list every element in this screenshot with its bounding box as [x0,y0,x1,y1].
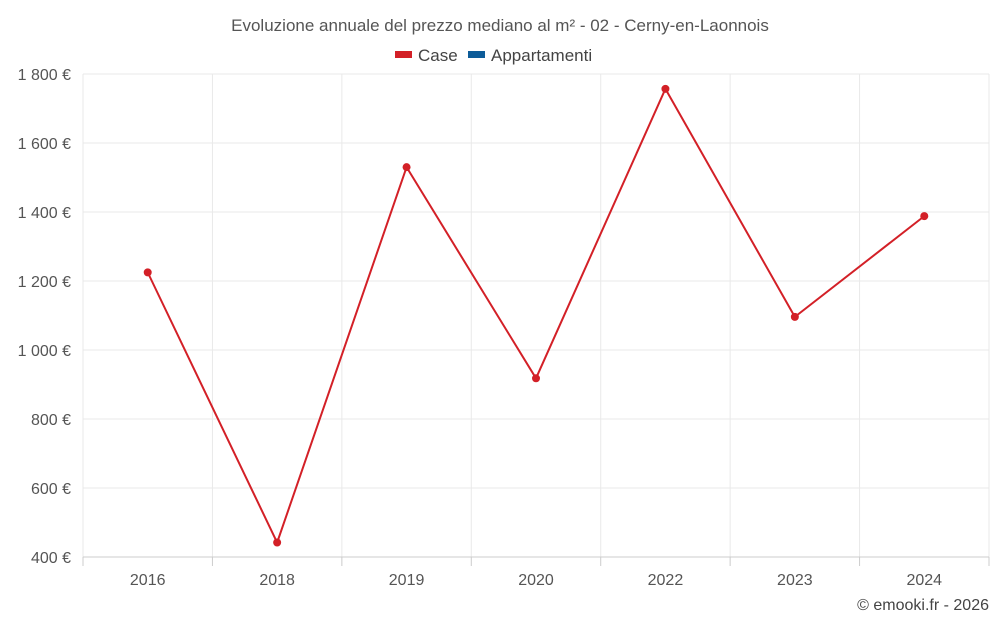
data-point[interactable] [532,374,540,383]
x-tick-label: 2023 [777,572,813,589]
x-axis: 2016 2018 2019 2020 2022 2023 2024 [82,556,990,589]
grid [82,73,990,557]
legend-label-appartamenti: Appartamenti [491,46,592,65]
data-point[interactable] [661,84,670,93]
data-point[interactable] [402,163,411,172]
y-tick-label: 400 € [31,550,71,567]
y-tick-label: 1 400 € [18,205,71,222]
credit: © emooki.fr - 2026 [857,597,989,614]
y-tick-label: 1 600 € [18,136,71,153]
y-tick-label: 1 000 € [18,343,71,360]
data-point[interactable] [920,212,929,221]
x-tick-label: 2024 [906,572,942,589]
data-point[interactable] [273,538,282,547]
legend-item-appartamenti[interactable]: Appartamenti [468,46,592,65]
x-tick-label: 2016 [130,572,166,589]
x-tick-label: 2018 [259,572,295,589]
chart-title: Evoluzione annuale del prezzo mediano al… [231,16,769,35]
series-line-0 [146,87,925,544]
x-tick-label: 2022 [648,572,684,589]
legend-swatch-case [395,51,412,58]
data-point[interactable] [143,268,152,277]
legend-label-case: Case [418,46,458,65]
y-tick-label: 1 200 € [18,274,71,291]
legend: Case Appartamenti [395,46,592,65]
data-point[interactable] [790,312,799,321]
legend-item-case[interactable]: Case [395,46,458,65]
y-tick-label: 800 € [31,412,71,429]
legend-swatch-appartamenti [468,51,485,58]
x-tick-label: 2019 [389,572,425,589]
plot-area [143,84,929,547]
y-tick-label: 1 800 € [18,67,71,84]
x-tick-label: 2020 [518,572,554,589]
y-tick-label: 600 € [31,481,71,498]
y-axis: 400 € 600 € 800 € 1 000 € 1 200 € 1 400 € 1 60… [18,67,71,567]
